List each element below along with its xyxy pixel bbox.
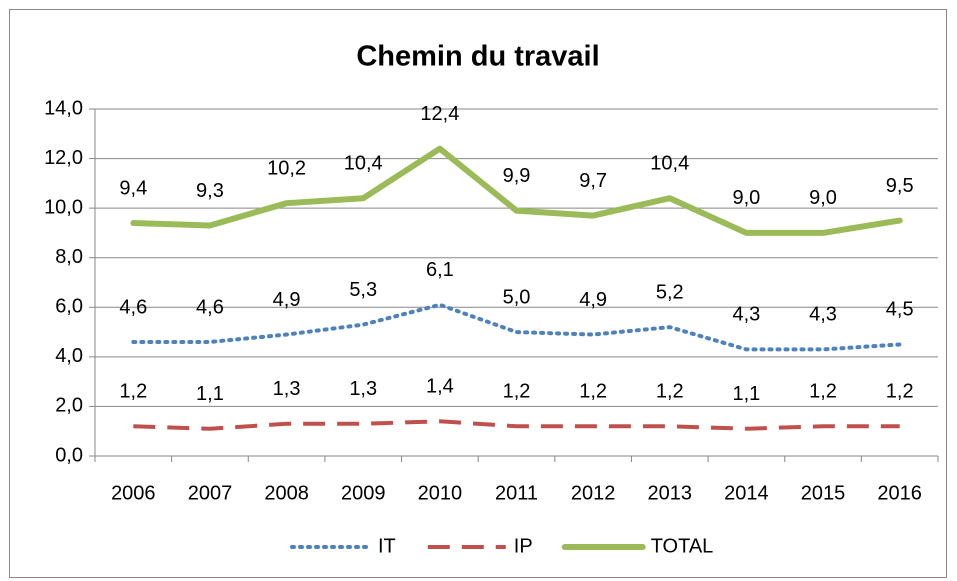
data-label: 5,0 [503,286,531,308]
y-tick-label: 0,0 [55,444,83,466]
x-tick-label: 2007 [188,482,233,504]
data-label: 1,2 [656,381,684,403]
chart-title: Chemin du travail [356,41,599,73]
data-label: 9,9 [503,165,531,187]
data-label: 4,6 [196,296,224,318]
data-label: 5,3 [349,279,377,301]
y-tick-label: 6,0 [55,296,83,318]
data-label: 9,0 [733,187,761,209]
data-label: 10,4 [344,153,383,175]
data-label: 4,6 [119,296,147,318]
data-label: 1,2 [809,381,837,403]
data-label: 1,1 [196,383,224,405]
data-label: 1,2 [886,381,914,403]
data-label: 1,2 [579,381,607,403]
data-label: 4,3 [809,304,837,326]
legend-label: TOTAL [651,535,714,557]
data-label: 9,7 [579,170,607,192]
y-tick-label: 10,0 [44,196,83,218]
y-tick-label: 8,0 [55,246,83,268]
x-tick-label: 2014 [724,482,769,504]
data-label: 10,4 [650,153,689,175]
data-label: 9,5 [886,175,914,197]
x-tick-label: 2010 [418,482,463,504]
y-tick-label: 4,0 [55,345,83,367]
data-label: 4,5 [886,299,914,321]
data-label: 1,2 [119,381,147,403]
data-label: 4,9 [273,289,301,311]
data-label: 12,4 [420,103,459,125]
data-label: 1,3 [349,378,377,400]
legend-label: IT [378,535,396,557]
series-line [130,145,903,236]
data-label: 4,3 [733,304,761,326]
data-label: 1,4 [426,376,454,398]
x-tick-label: 2013 [648,482,693,504]
data-label: 10,2 [267,157,306,179]
legend-label: IP [514,535,533,557]
data-label: 4,9 [579,289,607,311]
x-tick-label: 2011 [495,482,538,504]
data-label: 1,2 [503,381,531,403]
data-label: 9,0 [809,187,837,209]
y-tick-label: 12,0 [44,147,83,169]
series-line [131,302,902,352]
x-tick-label: 2006 [111,482,156,504]
data-label: 5,2 [656,281,684,303]
x-tick-label: 2015 [801,482,846,504]
x-tick-label: 2008 [264,482,309,504]
y-tick-label: 14,0 [44,97,83,119]
x-tick-label: 2016 [877,482,922,504]
x-tick-label: 2012 [571,482,616,504]
x-tick-label: 2009 [341,482,386,504]
data-label: 9,3 [196,180,224,202]
series-line [133,419,900,431]
chart-border [9,9,947,578]
data-label: 1,3 [273,378,301,400]
data-label: 6,1 [426,259,454,281]
data-label: 1,1 [733,383,761,405]
y-tick-label: 2,0 [55,395,83,417]
data-label: 9,4 [119,177,147,199]
